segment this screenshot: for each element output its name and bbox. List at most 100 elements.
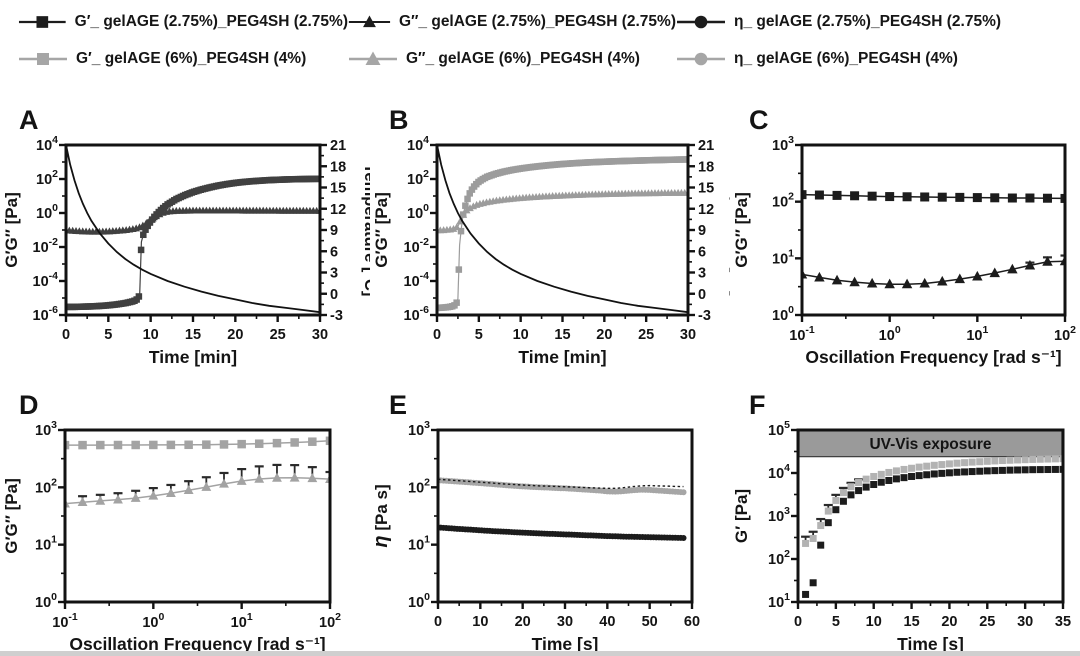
svg-text:103: 103 [768, 505, 790, 525]
svg-text:10: 10 [513, 327, 529, 343]
svg-text:15: 15 [904, 614, 920, 630]
panel-B-chart: 0 5 10 15 20 25 3010410210010-210-410-62118151… [372, 105, 747, 367]
page-edge-strip [0, 651, 1080, 656]
panel-B-letter: B [389, 105, 409, 135]
panel-A-chart: 0 5 10 15 20 25 3010410210010-210-410-62118151… [2, 105, 379, 367]
series-B-0 [437, 156, 688, 312]
svg-text:102: 102 [768, 548, 790, 568]
svg-text:60: 60 [684, 614, 700, 630]
legend-label: G′_ gelAGE (2.75%)_PEG4SH (2.75%) [74, 13, 348, 30]
svg-text:105: 105 [768, 419, 790, 439]
panel-E: 0 10 20 30 40 50 60 103 102 101 100 η [Pa s] Time [s… [370, 380, 730, 656]
svg-text:21: 21 [330, 138, 346, 154]
y-axis-title: G′ [Pa] [732, 489, 751, 543]
svg-text:102: 102 [319, 611, 341, 631]
svg-text:3: 3 [698, 266, 706, 282]
svg-text:10-1: 10-1 [789, 324, 815, 344]
svg-text:104: 104 [36, 134, 58, 154]
figure-legend: G′_ gelAGE (2.75%)_PEG4SH (2.75%) G″_ gel… [18, 8, 1080, 73]
svg-text:-3: -3 [330, 308, 343, 324]
panel-F-letter: F [749, 390, 766, 420]
svg-text:100: 100 [35, 591, 57, 611]
svg-text:20: 20 [227, 327, 243, 343]
y-axis-title: G′G″ [Pa] [372, 192, 391, 268]
svg-text:10-6: 10-6 [33, 304, 59, 324]
svg-text:104: 104 [407, 134, 429, 154]
svg-text:9: 9 [698, 223, 706, 239]
svg-text:35: 35 [1055, 614, 1071, 630]
svg-text:100: 100 [407, 202, 429, 222]
svg-text:25: 25 [638, 327, 654, 343]
svg-text:102: 102 [408, 476, 430, 496]
svg-text:0: 0 [434, 614, 442, 630]
svg-text:30: 30 [557, 614, 573, 630]
series-F-1 [802, 465, 1063, 598]
uv-vis-exposure-band: UV-Vis exposure [798, 430, 1063, 458]
svg-text:0: 0 [433, 327, 441, 343]
panel-C: 10-1 100 101 102 103 102 101 100 G′G″ [Pa] Oscill… [730, 95, 1080, 380]
legend-item-g-dprime-2-75: G″_ gelAGE (2.75%)_PEG4SH (2.75%) [348, 8, 676, 36]
series-F-0 [801, 455, 1063, 547]
svg-text:10: 10 [866, 614, 882, 630]
svg-text:15: 15 [698, 181, 714, 197]
svg-text:10-1: 10-1 [52, 611, 78, 631]
svg-text:10-4: 10-4 [33, 270, 59, 290]
svg-text:21: 21 [698, 138, 714, 154]
svg-text:101: 101 [772, 247, 794, 267]
svg-text:30: 30 [312, 327, 328, 343]
x-axis-title: Time [min] [518, 347, 606, 367]
series-E-2 [438, 524, 687, 541]
svg-text:5: 5 [104, 327, 112, 343]
svg-text:9: 9 [330, 223, 338, 239]
svg-text:10-4: 10-4 [404, 270, 430, 290]
panel-A: 0 5 10 15 20 25 30 104 102 100 10-2 10-4 10-6 21 18 15 1… [0, 95, 379, 380]
x-axis-title: Time [s] [897, 634, 964, 654]
svg-text:0: 0 [330, 287, 338, 303]
svg-text:25: 25 [979, 614, 995, 630]
series-E-0 [438, 477, 687, 496]
series-A-1 [66, 206, 320, 235]
svg-text:0: 0 [794, 614, 802, 630]
x-axis-title: Oscillation Frequency [rad s⁻¹] [69, 634, 325, 654]
svg-text:15: 15 [554, 327, 570, 343]
y-axis-title: G′G″ [Pa] [732, 192, 751, 268]
svg-text:0: 0 [698, 287, 706, 303]
panel-E-axes: 0 10 20 30 40 50 60 103 102 101 100 [408, 419, 700, 630]
svg-text:102: 102 [407, 168, 429, 188]
legend-item-eta-2-75: η_ gelAGE (2.75%)_PEG4SH (2.75%) [676, 8, 1080, 36]
svg-text:12: 12 [330, 202, 346, 218]
svg-text:0: 0 [62, 327, 70, 343]
square-marker-icon [19, 53, 67, 65]
svg-text:10-2: 10-2 [404, 236, 430, 256]
panel-F-chart: UV-Vis exposure 0 5 10 15 20 25 30 35 105 104 103 10… [732, 390, 1071, 654]
svg-text:6: 6 [698, 244, 706, 260]
circle-marker-icon [677, 15, 725, 29]
svg-text:101: 101 [408, 534, 430, 554]
svg-text:100: 100 [142, 611, 164, 631]
panel-A-axes: 0 5 10 15 20 25 3010410210010-210-410-62118151… [33, 134, 347, 343]
svg-text:6: 6 [330, 244, 338, 260]
svg-text:101: 101 [768, 591, 790, 611]
svg-text:18: 18 [330, 159, 346, 175]
svg-text:103: 103 [35, 419, 57, 439]
svg-text:20: 20 [596, 327, 612, 343]
series-D-0 [65, 436, 330, 450]
legend-item-g-prime-6: G′_ gelAGE (6%)_PEG4SH (4%) [18, 45, 348, 73]
svg-text:10-6: 10-6 [404, 304, 430, 324]
svg-text:15: 15 [185, 327, 201, 343]
panel-F: UV-Vis exposure 0 5 10 15 20 25 30 35 105 104 103 10… [730, 380, 1080, 656]
legend-label: G′_ gelAGE (6%)_PEG4SH (4%) [76, 50, 307, 67]
legend-item-eta-6: η_ gelAGE (6%)_PEG4SH (4%) [676, 45, 1080, 73]
x-axis-title: Time [min] [149, 347, 237, 367]
x-axis-title: Oscillation Frequency [rad s⁻¹] [805, 347, 1061, 367]
svg-text:25: 25 [270, 327, 286, 343]
svg-text:40: 40 [599, 614, 615, 630]
svg-text:5: 5 [832, 614, 840, 630]
series-C-0 [802, 190, 1065, 203]
legend-label: η_ gelAGE (6%)_PEG4SH (4%) [734, 50, 958, 67]
series-B-2 [437, 145, 688, 314]
